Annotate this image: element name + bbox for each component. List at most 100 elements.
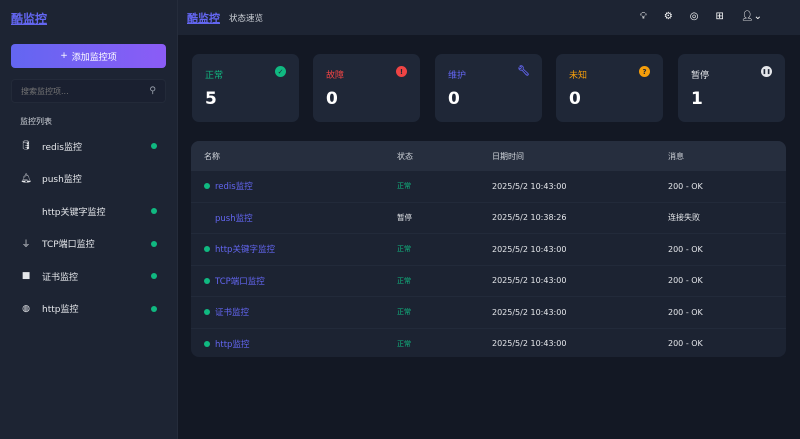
card-icon: ?	[639, 66, 650, 77]
status-dot	[151, 208, 157, 215]
time-cell: 2025/5/2 10:43:00	[492, 181, 567, 191]
sidebar-item-label: push监控	[42, 175, 82, 186]
gear-icon[interactable]: ⚙	[663, 11, 673, 22]
monitor-list: 🛢︎ redis监控 🔔︎ push监控 http关键字监控 ⏚ TCP端口监控 ■ 证书监控 ◍…	[11, 130, 166, 325]
time-cell: 2025/5/2 10:43:00	[492, 307, 567, 317]
bell-icon: 🔔︎	[20, 173, 32, 184]
message-cell: 200 - OK	[668, 307, 703, 317]
card-label: 暂停	[691, 71, 710, 81]
card-value: 0	[569, 89, 581, 109]
sidebar-item-label: redis监控	[42, 142, 82, 153]
monitor-table: 名称 状态 日期时间 消息 redis监控 正常 2025/5/2 10:43:00…	[191, 141, 786, 357]
header-subtitle: 状态速览	[229, 13, 264, 24]
status-text: 正常	[397, 182, 411, 191]
cube-icon: ■	[21, 271, 31, 282]
message-cell: 200 - OK	[668, 339, 703, 349]
monitor-name-link[interactable]: TCP端口监控	[215, 276, 265, 287]
status-dot	[204, 309, 210, 316]
card-icon: ❚❚	[761, 66, 772, 77]
logo[interactable]: 酷监控	[11, 12, 48, 26]
table-row[interactable]: http关键字监控 正常 2025/5/2 10:43:00 200 - OK	[191, 234, 786, 266]
user-icon[interactable]: 👤︎⌄	[740, 11, 762, 22]
plus-icon: +	[60, 51, 68, 61]
time-cell: 2025/5/2 10:43:00	[492, 276, 567, 286]
card-icon: 🔧︎	[517, 66, 530, 77]
status-card: 正常 ✓ 5	[192, 54, 299, 122]
monitor-name-link[interactable]: http监控	[215, 339, 250, 350]
status-dot	[151, 143, 157, 150]
table-row[interactable]: TCP端口监控 正常 2025/5/2 10:43:00 200 - OK	[191, 266, 786, 297]
sidebar-item[interactable]: 🛢︎ redis监控	[11, 130, 166, 163]
monitor-name-link[interactable]: 证书监控	[215, 308, 250, 319]
table-header: 名称 状态 日期时间 消息	[191, 141, 786, 171]
card-value: 0	[326, 89, 338, 109]
status-card: 未知? 0	[556, 54, 663, 122]
card-value: 1	[691, 89, 703, 109]
sidebar-item-label: http关键字监控	[42, 207, 106, 218]
sidebar-item[interactable]: ■ 证书监控	[11, 260, 166, 293]
status-text: 暂停	[397, 213, 412, 223]
monitor-name-link[interactable]: redis监控	[215, 182, 253, 193]
time-cell: 2025/5/2 10:38:26	[492, 213, 567, 223]
card-icon: !	[396, 66, 407, 77]
search-input[interactable]	[21, 86, 141, 96]
time-cell: 2025/5/2 10:43:00	[492, 339, 567, 349]
lightbulb-icon[interactable]: 💡︎	[639, 11, 647, 22]
monitor-name-link[interactable]: http关键字监控	[215, 245, 275, 256]
plug-icon: ⏚	[21, 240, 31, 251]
table-row[interactable]: redis监控 正常 2025/5/2 10:43:00 200 - OK	[191, 171, 786, 203]
status-dot	[204, 246, 210, 253]
message-cell: 连接失败	[668, 213, 700, 223]
search-box: ⚲	[11, 79, 166, 103]
globe-icon: ◍	[22, 303, 30, 314]
sidebar: 酷监控 +添加监控项 ⚲ 监控列表 🛢︎ redis监控 🔔︎ push监控 http关…	[0, 0, 178, 439]
sidebar-item[interactable]: ◍ http监控	[11, 293, 166, 326]
status-card: 暂停 ❚❚ 1	[678, 54, 785, 122]
status-dot	[204, 277, 210, 284]
sidebar-item-label: 证书监控	[42, 272, 79, 283]
search-icon[interactable]: ⚲	[149, 86, 156, 96]
status-text: 正常	[397, 276, 411, 285]
card-label: 维护	[448, 71, 467, 81]
status-text: 正常	[397, 308, 411, 317]
sidebar-item[interactable]: http关键字监控	[11, 195, 166, 228]
time-cell: 2025/5/2 10:43:00	[492, 244, 567, 254]
card-icon: ✓	[275, 66, 286, 77]
monitor-name-link[interactable]: push监控	[215, 213, 253, 224]
card-label: 正常	[205, 71, 224, 81]
col-status: 状态	[397, 151, 413, 161]
add-monitor-button[interactable]: + 添加监控项	[11, 44, 166, 68]
status-card: 维护 🔧︎ 0	[435, 54, 542, 122]
col-name: 名称	[204, 151, 220, 161]
status-dot	[204, 183, 210, 190]
list-title: 监控列表	[20, 117, 52, 126]
status-dot	[151, 305, 157, 312]
header-brand[interactable]: 酷监控	[187, 11, 220, 25]
message-cell: 200 - OK	[668, 276, 703, 286]
table-row[interactable]: http监控 正常 2025/5/2 10:43:00 200 - OK	[191, 329, 786, 358]
table-row[interactable]: push监控 暂停 2025/5/2 10:38:26 连接失败	[191, 203, 786, 234]
add-monitor-label: 添加监控项	[71, 52, 117, 63]
status-card: 故障! 0	[313, 54, 420, 122]
sidebar-item[interactable]: 🔔︎ push监控	[11, 163, 166, 196]
status-dot	[151, 273, 157, 280]
card-value: 0	[448, 89, 460, 109]
status-dot	[204, 340, 210, 347]
card-value: 5	[205, 89, 217, 109]
col-time: 日期时间	[492, 151, 524, 161]
sidebar-item[interactable]: ⏚ TCP端口监控	[11, 228, 166, 261]
grid-icon[interactable]: ⊞	[715, 11, 724, 22]
sidebar-item-label: TCP端口监控	[42, 240, 95, 251]
card-label: 故障	[326, 71, 345, 81]
status-text: 正常	[397, 245, 411, 254]
sidebar-item-label: http监控	[42, 305, 79, 316]
status-dot	[151, 240, 157, 247]
message-cell: 200 - OK	[668, 181, 703, 191]
database-icon: 🛢︎	[20, 141, 32, 152]
status-text: 正常	[397, 339, 411, 348]
github-icon[interactable]: ◎	[689, 11, 699, 22]
card-label: 未知	[569, 71, 588, 81]
top-header: 酷监控 状态速览 💡︎ ⚙ ◎ ⊞ 👤︎⌄	[178, 0, 800, 35]
table-row[interactable]: 证书监控 正常 2025/5/2 10:43:00 200 - OK	[191, 297, 786, 329]
col-message: 消息	[668, 151, 684, 161]
